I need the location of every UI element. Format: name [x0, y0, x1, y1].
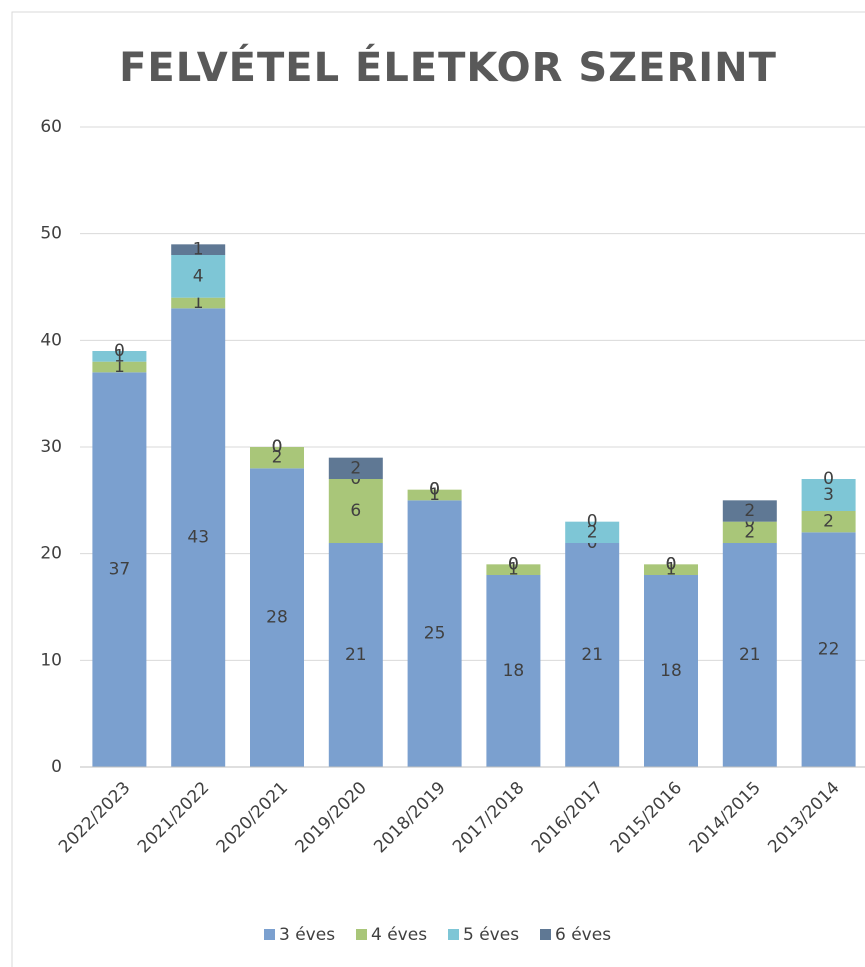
data-label: 6: [350, 501, 361, 521]
x-tick-label: 2019/2020: [291, 778, 370, 857]
y-tick-label: 50: [40, 224, 62, 244]
data-label: 1: [114, 357, 125, 377]
bar-segment: [171, 244, 226, 255]
data-label: 2: [744, 522, 755, 542]
bar-segment: [171, 255, 226, 298]
data-label: 0: [114, 341, 125, 361]
legend-swatch: [264, 929, 275, 940]
data-label: 1: [508, 560, 519, 580]
x-tick-label: 2017/2018: [449, 778, 528, 857]
data-label: 0: [587, 512, 598, 532]
bar-segment: [565, 521, 620, 543]
data-label: 4: [193, 266, 204, 286]
bar-segment: [171, 297, 226, 309]
y-tick-label: 10: [40, 650, 62, 670]
legend-swatch: [356, 929, 367, 940]
bar-segment: [171, 308, 226, 767]
data-label: 2: [744, 501, 755, 521]
bar-segment: [801, 511, 856, 533]
data-label: 0: [666, 554, 677, 574]
data-label: 28: [266, 608, 288, 628]
chart-title: FELVÉTEL ÉLETKOR SZERINT: [119, 43, 777, 91]
bar-segment: [92, 361, 147, 373]
y-tick-label: 0: [51, 757, 62, 777]
bar-segment: [328, 543, 383, 767]
bar-segment: [250, 468, 304, 767]
legend-swatch: [540, 929, 551, 940]
legend-label: 3 éves: [279, 925, 335, 945]
data-label: 1: [114, 346, 125, 366]
data-label: 1: [193, 293, 204, 313]
legend-label: 4 éves: [371, 925, 427, 945]
data-label: 1: [666, 560, 677, 580]
bar-segment: [407, 500, 462, 767]
x-tick-label: 2015/2016: [607, 778, 686, 857]
data-label: 2: [823, 512, 834, 532]
y-tick-label: 60: [40, 117, 62, 137]
bar-segment: [92, 372, 147, 767]
data-label: 1: [193, 240, 204, 260]
data-label: 1: [429, 485, 440, 505]
bar-segment: [328, 479, 383, 543]
bar-segment: [328, 457, 383, 479]
data-label: 0: [666, 554, 677, 574]
bar-segment: [722, 543, 777, 767]
data-label: 0: [508, 554, 519, 574]
data-label: 0: [272, 437, 283, 457]
legend-label: 6 éves: [555, 925, 611, 945]
x-tick-label: 2020/2021: [213, 778, 292, 857]
data-label: 37: [109, 560, 131, 580]
data-label: 18: [660, 661, 682, 681]
y-tick-label: 20: [40, 544, 62, 564]
bar-segment: [722, 500, 777, 522]
y-tick-label: 40: [40, 330, 62, 350]
data-label: 2: [272, 448, 283, 468]
bar-segment: [722, 521, 777, 543]
bar-segment: [644, 575, 698, 767]
x-tick-label: 2016/2017: [528, 778, 607, 857]
bar-segment: [250, 447, 304, 469]
data-label: 43: [187, 528, 209, 548]
bar-segment: [801, 479, 856, 511]
data-label: 0: [272, 437, 283, 457]
bar-segment: [565, 543, 620, 767]
y-tick-label: 30: [40, 437, 62, 457]
bar-segment: [486, 564, 541, 575]
chart-border: [11, 11, 865, 967]
x-tick-label: 2014/2015: [685, 778, 764, 857]
bar-segment: [644, 564, 698, 575]
data-label: 0: [823, 469, 834, 489]
data-label: 18: [503, 661, 525, 681]
data-label: 21: [739, 645, 761, 665]
data-label: 0: [429, 480, 440, 500]
data-label: 21: [345, 645, 367, 665]
data-label: 21: [581, 645, 603, 665]
x-tick-label: 2018/2019: [370, 778, 449, 857]
data-label: 3: [823, 485, 834, 505]
bar-segment: [486, 575, 541, 767]
legend-label: 5 éves: [463, 925, 519, 945]
x-tick-label: 2021/2022: [134, 778, 213, 857]
data-label: 0: [429, 480, 440, 500]
x-tick-label: 2013/2014: [764, 778, 843, 857]
data-label: 0: [508, 554, 519, 574]
bar-segment: [92, 351, 147, 362]
bar-segment: [801, 532, 856, 767]
data-label: 22: [818, 640, 840, 660]
data-label: 2: [587, 522, 598, 542]
data-label: 2: [350, 458, 361, 478]
x-tick-label: 2022/2023: [55, 778, 134, 857]
data-label: 25: [424, 624, 446, 644]
bar-segment: [407, 489, 462, 501]
legend-swatch: [448, 929, 459, 940]
